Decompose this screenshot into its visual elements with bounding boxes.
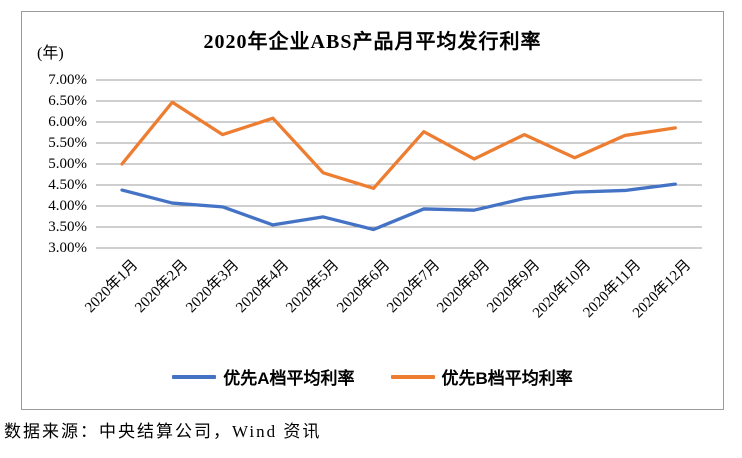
series-line	[120, 182, 677, 232]
y-axis-tick: 6.00%	[48, 114, 87, 130]
y-axis-tick: 4.00%	[48, 198, 87, 214]
y-axis-tick: 6.50%	[48, 93, 87, 109]
y-axis-tick: 3.00%	[48, 240, 87, 256]
chart-frame: 2020年企业ABS产品月平均发行利率 (年) 7.00% 6.50% 6.00% 5…	[21, 11, 724, 410]
legend-item: 优先B档平均利率	[390, 364, 573, 389]
legend-label: 优先B档平均利率	[441, 369, 573, 388]
y-axis-tick: 3.50%	[48, 219, 87, 235]
data-source-note: 数据来源：中央结算公司，Wind 资讯	[4, 422, 322, 441]
y-axis-tick: 7.00%	[48, 72, 87, 88]
y-axis-tick: 5.00%	[48, 156, 87, 172]
y-axis-tick: 4.50%	[48, 177, 87, 193]
legend-line-swatch	[172, 374, 217, 379]
legend-item: 优先A档平均利率	[172, 364, 355, 389]
chart-legend: 优先A档平均利率 优先B档平均利率	[22, 364, 723, 389]
y-axis-tick: 5.50%	[48, 135, 87, 151]
legend-line-swatch	[390, 374, 435, 379]
line-chart-plot	[96, 79, 702, 249]
y-axis-unit-label: (年)	[37, 45, 64, 62]
legend-label: 优先A档平均利率	[223, 369, 355, 388]
chart-title: 2020年企业ABS产品月平均发行利率	[203, 31, 542, 53]
series-line	[120, 100, 677, 191]
